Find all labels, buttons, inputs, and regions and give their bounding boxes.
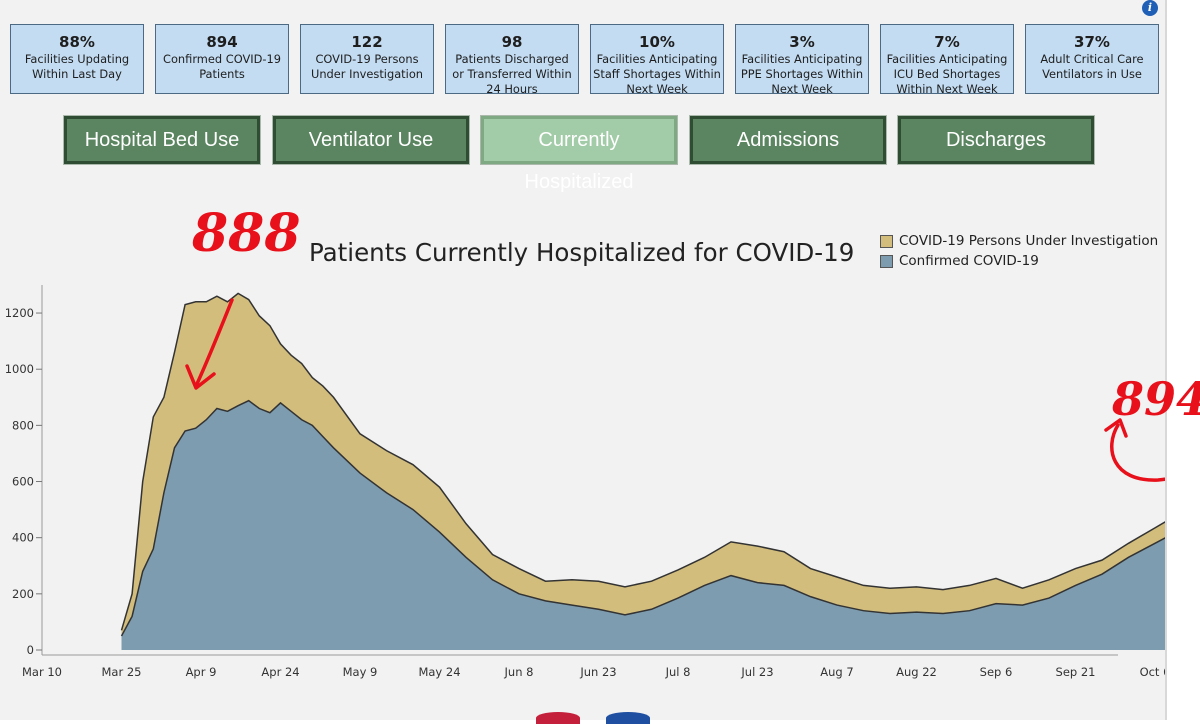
series-confirmed-area — [121, 400, 1165, 650]
stat-label: Patients Discharged or Transferred Withi… — [452, 52, 572, 96]
x-tick-label: Apr 24 — [261, 665, 299, 679]
y-tick-label: 1000 — [5, 362, 34, 376]
legend-label-confirmed: Confirmed COVID-19 — [899, 253, 1039, 269]
x-tick-label: Sep 6 — [980, 665, 1013, 679]
stat-label: Facilities Anticipating ICU Bed Shortage… — [886, 52, 1008, 96]
x-tick-label: Mar 10 — [22, 665, 62, 679]
legend-swatch-pui — [880, 234, 893, 248]
chart-title: Patients Currently Hospitalized for COVI… — [309, 238, 855, 267]
stat-card: 894 Confirmed COVID-19 Patients — [155, 24, 289, 94]
legend-swatch-confirmed — [880, 254, 893, 268]
y-tick-label: 0 — [27, 643, 34, 657]
stat-value: 122 — [351, 33, 383, 51]
stat-value: 88% — [59, 33, 95, 51]
stat-value: 98 — [501, 33, 523, 51]
y-tick-label: 400 — [12, 531, 34, 545]
panel-border — [1165, 0, 1167, 720]
x-tick-label: Sep 21 — [1056, 665, 1096, 679]
x-tick-label: May 24 — [418, 665, 460, 679]
y-tick-label: 200 — [12, 587, 34, 601]
x-tick-label: Aug 7 — [820, 665, 853, 679]
stat-label: COVID-19 Persons Under Investigation — [310, 52, 424, 81]
annotation-hook — [1110, 423, 1165, 482]
stat-label: Facilities Anticipating Staff Shortages … — [593, 52, 721, 96]
stat-card: 7% Facilities Anticipating ICU Bed Short… — [880, 24, 1014, 96]
tab-ventilator-use[interactable]: Ventilator Use — [272, 115, 470, 165]
series-pui-area — [121, 293, 1165, 636]
annotation-peak-value: 888 — [192, 203, 301, 264]
legend-item-pui[interactable]: COVID-19 Persons Under Investigation — [880, 231, 1158, 251]
stat-card: 3% Facilities Anticipating PPE Shortages… — [735, 24, 869, 96]
stat-value: 894 — [206, 33, 238, 51]
chart-legend: COVID-19 Persons Under Investigation Con… — [880, 231, 1158, 271]
annotation-hook-head — [1104, 418, 1128, 438]
stat-label: Adult Critical Care Ventilators in Use — [1040, 52, 1144, 81]
tab-currently-hospitalized[interactable]: Currently Hospitalized — [480, 115, 678, 193]
legend-item-confirmed[interactable]: Confirmed COVID-19 — [880, 251, 1158, 271]
footer-logo-red — [536, 712, 580, 724]
x-tick-label: Jun 23 — [579, 665, 616, 679]
stat-value: 10% — [639, 33, 675, 51]
y-tick-label: 600 — [12, 475, 34, 489]
x-tick-label: Apr 9 — [186, 665, 217, 679]
stat-card: 122 COVID-19 Persons Under Investigation — [300, 24, 434, 94]
hospitalized-area-chart: 0 200 400 600 800 1000 1200 Mar 10 Mar 25 Apr 9 Ap… — [5, 285, 1165, 679]
info-icon[interactable]: i — [1142, 0, 1158, 16]
series-confirmed-line — [120, 399, 1165, 637]
x-tick-label: Mar 25 — [102, 665, 142, 679]
x-tick-label: Jul 23 — [740, 665, 773, 679]
stat-card: 88% Facilities Updating Within Last Day — [10, 24, 144, 94]
y-tick-label: 1200 — [5, 306, 34, 320]
annotation-latest-value: 894 — [1112, 372, 1200, 426]
tab-hospital-bed-use[interactable]: Hospital Bed Use — [63, 115, 261, 165]
stat-label: Confirmed COVID-19 Patients — [163, 52, 281, 81]
x-tick-label: Oct 6 — [1140, 665, 1165, 679]
stat-card: 37% Adult Critical Care Ventilators in U… — [1025, 24, 1159, 94]
stat-value: 37% — [1074, 33, 1110, 51]
x-tick-label: Aug 22 — [896, 665, 937, 679]
stat-card: 10% Facilities Anticipating Staff Shorta… — [590, 24, 724, 96]
annotation-arrow — [194, 298, 234, 388]
tab-discharges[interactable]: Discharges — [897, 115, 1095, 165]
legend-label-pui: COVID-19 Persons Under Investigation — [899, 233, 1159, 249]
x-tick-label: May 9 — [343, 665, 378, 679]
x-tick-label: Jul 8 — [665, 665, 691, 679]
stat-value: 3% — [789, 33, 815, 51]
stat-label: Facilities Anticipating PPE Shortages Wi… — [740, 52, 864, 96]
tab-admissions[interactable]: Admissions — [689, 115, 887, 165]
stat-card: 98 Patients Discharged or Transferred Wi… — [445, 24, 579, 96]
annotation-arrowhead — [185, 364, 216, 390]
footer-logo-blue — [606, 712, 650, 724]
x-tick-label: Jun 8 — [504, 665, 534, 679]
stat-label: Facilities Updating Within Last Day — [24, 52, 130, 81]
series-total-line — [120, 292, 1165, 631]
y-tick-label: 800 — [12, 418, 34, 432]
stat-value: 7% — [934, 33, 960, 51]
